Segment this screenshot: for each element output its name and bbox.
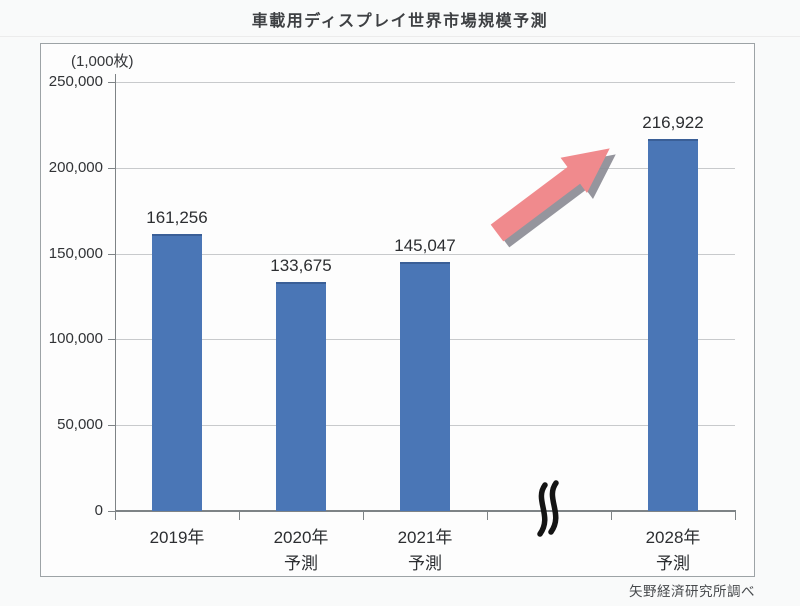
bar-2019年 <box>152 234 202 511</box>
x-axis-category-label: 2019年 <box>149 528 205 547</box>
bar-value-label: 133,675 <box>270 255 332 275</box>
y-axis-tick-mark <box>108 253 115 255</box>
top-divider-line <box>0 36 800 37</box>
bar-value-label: 161,256 <box>146 208 208 228</box>
x-axis-tick-mark <box>239 512 240 520</box>
x-axis-tick-mark <box>363 512 364 520</box>
bar-value-label: 145,047 <box>394 236 456 256</box>
y-axis-tick-label: 100,000 <box>48 330 103 348</box>
gridline-150000 <box>115 253 735 255</box>
x-axis-tick-mark <box>115 512 116 520</box>
x-axis-tick-mark <box>611 512 612 520</box>
x-axis-line <box>115 510 736 512</box>
x-axis-tick-mark <box>487 512 488 520</box>
x-axis-category-label: 2028年 <box>645 528 701 547</box>
y-axis-tick-label: 0 <box>94 502 103 519</box>
bar-2020年 <box>276 281 326 511</box>
y-axis-line <box>115 74 116 511</box>
bar-2021年 <box>400 262 450 511</box>
y-axis-tick-label: 250,000 <box>48 73 103 90</box>
x-axis-category-label: 2020年 <box>273 528 329 547</box>
x-axis-tick-mark <box>735 512 736 520</box>
source-caption: 矢野経済研究所調べ <box>629 584 755 599</box>
y-axis-tick-label: 200,000 <box>48 158 103 176</box>
bar-2028年 <box>648 138 698 511</box>
y-axis-tick-mark <box>108 425 115 427</box>
gridline-200000 <box>115 167 735 169</box>
x-axis-category-label: 予測 <box>284 554 318 573</box>
gridline-250000 <box>115 82 735 83</box>
y-axis-tick-mark <box>108 167 115 169</box>
x-axis-category-label: 予測 <box>656 554 690 573</box>
bar-value-label: 216,922 <box>642 112 704 132</box>
y-axis-tick-label: 150,000 <box>48 244 103 262</box>
y-axis-unit-label: (1,000枚) <box>71 53 134 70</box>
y-axis-tick-label: 50,000 <box>57 416 103 434</box>
y-axis-tick-mark <box>108 82 115 83</box>
y-axis-tick-mark <box>108 511 115 512</box>
x-axis-category-label: 予測 <box>408 554 442 573</box>
x-axis-category-label: 2021年 <box>397 528 453 547</box>
chart-frame: (1,000枚) 0 50,000 100,000 150,000 200,000 250… <box>40 43 755 577</box>
chart-title: 車載用ディスプレイ世界市場規模予測 <box>251 13 549 30</box>
y-axis-tick-mark <box>108 339 115 341</box>
